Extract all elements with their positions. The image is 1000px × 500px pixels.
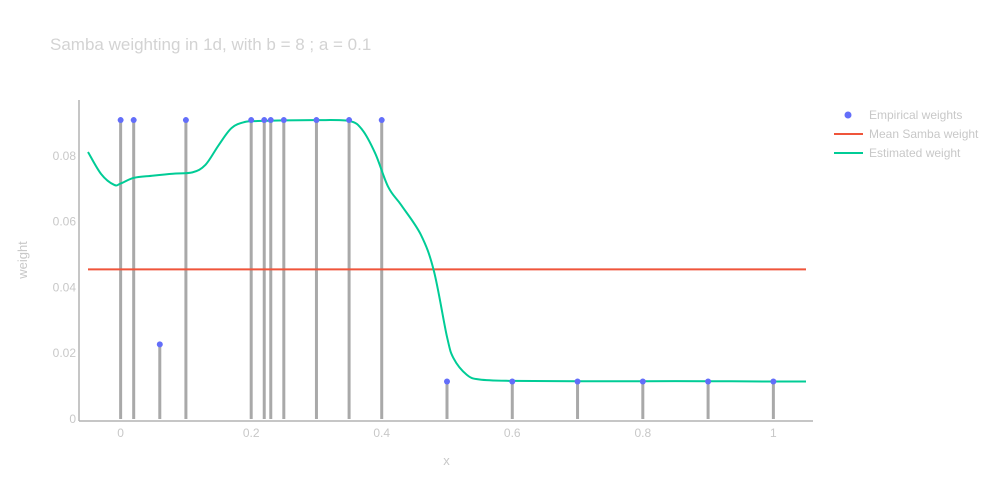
legend-label: Estimated weight	[869, 146, 961, 160]
x-axis-title: x	[443, 453, 450, 468]
empirical-weight-point	[313, 117, 320, 124]
legend-label: Empirical weights	[869, 108, 962, 122]
empirical-weight-point	[280, 117, 287, 124]
chart-title: Samba weighting in 1d, with b = 8 ; a = …	[50, 35, 371, 54]
legend-marker-swatch	[844, 111, 852, 119]
x-tick-label: 0.2	[243, 426, 260, 440]
empirical-weight-point	[156, 341, 163, 348]
x-tick-label: 0.8	[634, 426, 651, 440]
x-tick-label: 1	[770, 426, 777, 440]
y-tick-label: 0.02	[53, 346, 77, 360]
empirical-weight-point	[267, 117, 274, 124]
y-tick-label: 0.06	[53, 215, 77, 229]
y-axis-ticks: 0 0.02 0.04 0.06 0.08	[53, 149, 77, 426]
empirical-weight-point	[261, 117, 268, 124]
empirical-weight-point	[248, 117, 255, 124]
empirical-weight-point	[117, 117, 124, 124]
estimated-weight-line	[87, 119, 807, 383]
x-tick-label: 0.6	[504, 426, 521, 440]
y-tick-label: 0	[69, 412, 76, 426]
empirical-weight-point	[639, 378, 646, 385]
x-tick-label: 0	[117, 426, 124, 440]
empirical-weight-point	[705, 378, 712, 385]
y-tick-label: 0.08	[53, 149, 77, 163]
x-tick-label: 0.4	[373, 426, 390, 440]
empirical-weight-point	[378, 117, 385, 124]
y-axis-title: weight	[15, 241, 30, 280]
x-axis-ticks: 0 0.2 0.4 0.6 0.8 1	[117, 426, 777, 440]
empirical-weight-point	[770, 378, 777, 385]
y-tick-label: 0.04	[53, 280, 77, 294]
empirical-weight-point	[509, 378, 516, 385]
empirical-weight-point	[130, 117, 137, 124]
legend: Empirical weights Mean Samba weight Estima…	[834, 108, 979, 160]
plot-area	[87, 117, 807, 419]
legend-label: Mean Samba weight	[869, 127, 979, 141]
empirical-weight-point	[182, 117, 189, 124]
empirical-weight-point	[574, 378, 581, 385]
empirical-weight-point	[346, 117, 353, 124]
empirical-weight-point	[444, 378, 450, 385]
